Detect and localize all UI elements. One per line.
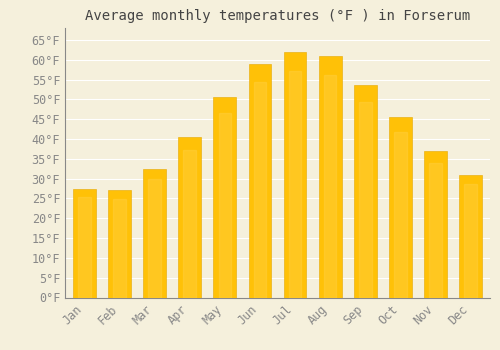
Bar: [324, 75, 336, 298]
Bar: [430, 163, 442, 298]
Bar: [178, 137, 201, 298]
Bar: [108, 190, 131, 298]
Bar: [218, 113, 231, 298]
Bar: [319, 56, 342, 298]
Bar: [394, 132, 406, 298]
Bar: [214, 97, 236, 298]
Bar: [148, 179, 161, 298]
Bar: [78, 197, 90, 298]
Bar: [254, 82, 266, 298]
Bar: [73, 189, 96, 298]
Bar: [143, 169, 166, 298]
Bar: [248, 64, 272, 298]
Bar: [424, 151, 447, 298]
Bar: [184, 150, 196, 298]
Bar: [354, 85, 376, 298]
Bar: [460, 175, 482, 298]
Bar: [389, 117, 412, 298]
Bar: [113, 199, 126, 298]
Bar: [284, 52, 306, 298]
Bar: [359, 103, 372, 298]
Bar: [464, 184, 477, 298]
Bar: [289, 71, 302, 298]
Title: Average monthly temperatures (°F ) in Forserum: Average monthly temperatures (°F ) in Fo…: [85, 9, 470, 23]
